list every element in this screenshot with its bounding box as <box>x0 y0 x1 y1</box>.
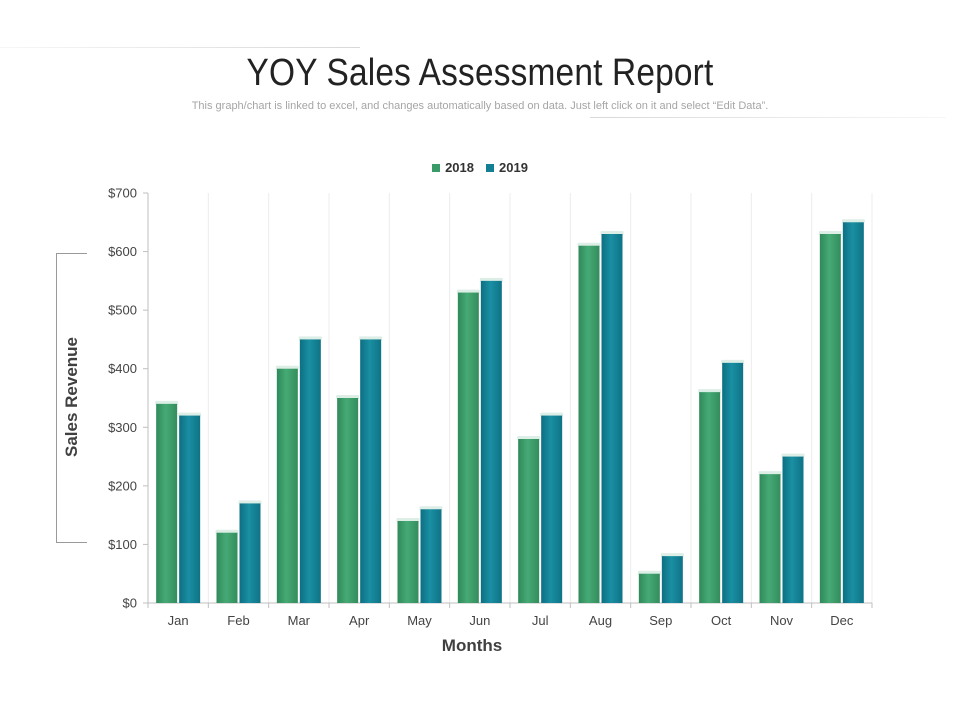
y-axis-label-bracket <box>56 253 87 543</box>
y-tick-label: $500 <box>108 303 137 318</box>
bar-2018-nov <box>759 474 781 603</box>
bar-2019-mar <box>299 339 321 603</box>
x-tick-label: Aug <box>589 613 612 628</box>
legend-label-2018: 2018 <box>445 160 474 175</box>
legend-item-2019: 2019 <box>486 160 528 175</box>
bar-2018-oct <box>699 392 721 603</box>
bar-2018-jun <box>457 292 479 603</box>
x-tick-label: Oct <box>711 613 732 628</box>
page-subtitle: This graph/chart is linked to excel, and… <box>191 100 769 112</box>
x-tick-label: Jan <box>168 613 189 628</box>
x-tick-label: Nov <box>770 613 794 628</box>
bar-2018-mar <box>276 368 298 603</box>
x-tick-label: Jun <box>469 613 490 628</box>
x-tick-label: Feb <box>227 613 249 628</box>
legend-swatch-2019 <box>486 163 494 172</box>
y-tick-label: $0 <box>123 596 137 611</box>
legend-label-2019: 2019 <box>499 160 528 175</box>
bar-2018-jul <box>518 439 540 603</box>
bar-2019-dec <box>842 222 864 604</box>
bar-2019-feb <box>239 503 261 603</box>
legend-item-2018: 2018 <box>432 160 474 175</box>
y-tick-label: $700 <box>108 186 137 201</box>
y-tick-label: $200 <box>108 478 137 493</box>
bar-2019-oct <box>722 362 744 603</box>
bar-2018-may <box>397 521 419 603</box>
bar-2018-dec <box>819 234 841 603</box>
bar-2019-jan <box>179 415 201 603</box>
x-tick-label: Apr <box>349 613 370 628</box>
bar-2019-apr <box>360 339 382 603</box>
x-tick-label: Sep <box>649 613 672 628</box>
bar-2018-sep <box>638 573 660 603</box>
bar-2019-nov <box>782 456 804 603</box>
bar-2019-sep <box>661 556 683 603</box>
decorative-line-top-left <box>0 47 360 48</box>
y-tick-label: $300 <box>108 420 137 435</box>
page-title: YOY Sales Assessment Report <box>246 52 714 94</box>
bar-2018-jan <box>156 403 178 603</box>
x-tick-label: May <box>407 613 432 628</box>
x-tick-label: Jul <box>532 613 549 628</box>
y-tick-label: $600 <box>108 244 137 259</box>
bar-2018-apr <box>337 398 359 603</box>
legend-swatch-2018 <box>432 163 441 172</box>
bar-2019-jul <box>541 415 563 603</box>
y-tick-label: $400 <box>108 361 137 376</box>
bar-2019-aug <box>601 234 623 603</box>
x-tick-label: Mar <box>288 613 311 628</box>
bar-2019-may <box>420 509 442 603</box>
decorative-line-top-right <box>590 117 946 118</box>
x-tick-label: Dec <box>830 613 854 628</box>
chart-legend: 2018 2019 <box>0 160 960 175</box>
bar-2018-aug <box>578 245 600 603</box>
bar-2018-feb <box>216 532 238 603</box>
y-tick-label: $100 <box>108 537 137 552</box>
x-axis-title: Months <box>441 636 503 655</box>
bar-2019-jun <box>480 280 502 603</box>
